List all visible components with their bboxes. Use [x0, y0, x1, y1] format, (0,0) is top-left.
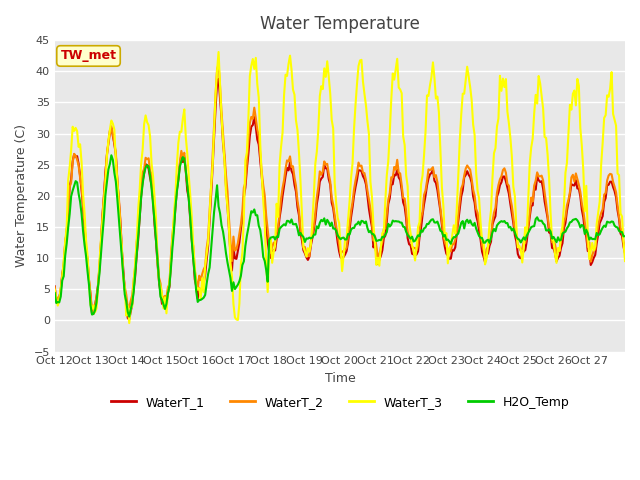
Line: WaterT_2: WaterT_2 — [55, 64, 625, 314]
WaterT_3 — [70, 128, 78, 134]
WaterT_3 — [214, 49, 222, 55]
WaterT_1 — [460, 174, 468, 180]
H2O_Temp — [108, 152, 115, 158]
Title: Water Temperature: Water Temperature — [260, 15, 420, 33]
H2O_Temp — [620, 233, 627, 239]
H2O_Temp — [460, 226, 468, 231]
WaterT_3 — [545, 175, 553, 181]
WaterT_2 — [460, 173, 468, 179]
Text: TW_met: TW_met — [61, 49, 116, 62]
WaterT_1 — [348, 214, 355, 220]
WaterT_3 — [348, 175, 355, 181]
WaterT_2 — [620, 239, 627, 244]
WaterT_3 — [460, 91, 468, 96]
WaterT_2 — [348, 208, 355, 214]
Line: WaterT_3: WaterT_3 — [55, 52, 625, 323]
Line: H2O_Temp: H2O_Temp — [55, 155, 625, 317]
WaterT_2 — [70, 151, 78, 156]
WaterT_1 — [214, 76, 222, 82]
H2O_Temp — [621, 233, 629, 239]
WaterT_2 — [621, 243, 629, 249]
WaterT_1 — [88, 311, 96, 317]
WaterT_2 — [545, 225, 553, 230]
WaterT_2 — [90, 311, 97, 317]
WaterT_1 — [70, 151, 78, 157]
WaterT_1 — [621, 251, 629, 256]
WaterT_2 — [88, 310, 96, 316]
Y-axis label: Water Temperature (C): Water Temperature (C) — [15, 124, 28, 267]
Legend: WaterT_1, WaterT_2, WaterT_3, H2O_Temp: WaterT_1, WaterT_2, WaterT_3, H2O_Temp — [106, 391, 574, 414]
WaterT_1 — [51, 284, 59, 289]
H2O_Temp — [545, 227, 553, 232]
X-axis label: Time: Time — [324, 372, 355, 385]
WaterT_1 — [125, 316, 133, 322]
H2O_Temp — [348, 227, 355, 232]
H2O_Temp — [125, 314, 133, 320]
WaterT_3 — [621, 258, 629, 264]
WaterT_3 — [88, 306, 96, 312]
H2O_Temp — [51, 290, 59, 296]
H2O_Temp — [88, 312, 96, 317]
WaterT_3 — [125, 320, 133, 326]
WaterT_3 — [51, 287, 59, 293]
WaterT_2 — [51, 285, 59, 290]
Line: WaterT_1: WaterT_1 — [55, 79, 625, 319]
WaterT_2 — [214, 61, 222, 67]
WaterT_1 — [545, 229, 553, 235]
H2O_Temp — [70, 183, 78, 189]
WaterT_1 — [620, 244, 627, 250]
WaterT_3 — [620, 239, 627, 245]
